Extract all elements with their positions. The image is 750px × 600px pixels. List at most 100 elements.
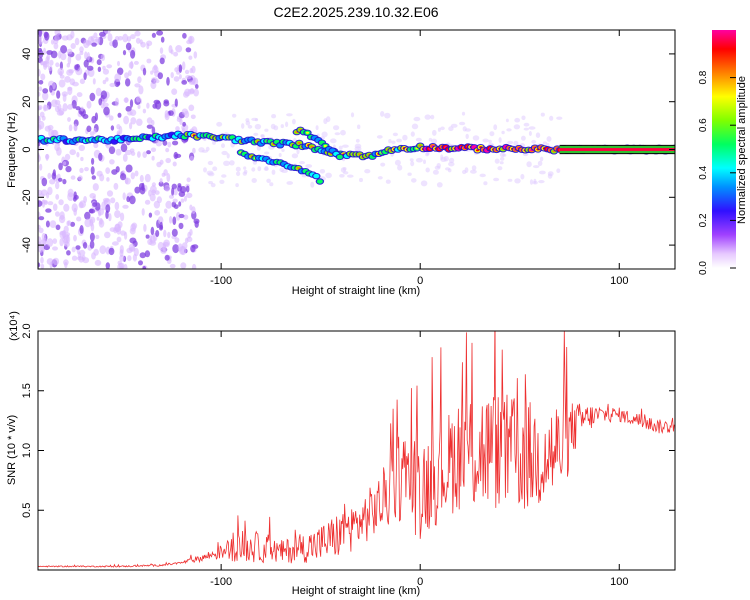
noise-blob [124,72,129,79]
noise-blob [38,36,41,44]
noise-blob [130,49,136,59]
noise-blob [108,213,112,222]
faint-spot [497,166,503,171]
noise-blob [42,91,49,101]
faint-spot [350,112,355,118]
noise-blob [156,196,162,204]
faint-spot [323,118,328,125]
noise-blob [40,61,44,66]
noise-blob [136,118,143,126]
noise-blob [47,65,53,72]
faint-spot [521,115,526,121]
faint-spot [203,167,207,173]
noise-blob [89,92,96,102]
noise-blob [172,161,177,167]
noise-blob [172,140,179,146]
noise-blob [95,234,100,240]
faint-spot [292,118,296,125]
noise-blob [178,74,182,80]
noise-blob [109,82,116,88]
noise-blob [62,178,67,185]
noise-blob [185,75,192,80]
noise-blob [102,197,110,203]
noise-blob [193,88,200,97]
faint-spot [424,114,431,120]
faint-spot [343,171,349,175]
noise-blob [165,157,171,164]
noise-blob [71,203,78,213]
noise-blob [47,172,52,179]
faint-spot [221,150,228,156]
faint-spot [500,157,505,161]
faint-spot [450,123,458,128]
faint-spot [440,126,445,131]
noise-blob [57,177,63,182]
faint-spot [549,115,554,121]
snr-xlabel: Height of straight line (km) [292,585,420,597]
noise-blob [185,185,190,193]
noise-blob [38,193,45,198]
faint-spot [537,160,543,166]
noise-blob [111,241,119,246]
noise-blob [67,86,73,91]
faint-spot [251,117,258,121]
snr-xtick-label: -100 [210,576,232,588]
noise-blob [166,173,171,182]
faint-spot [423,159,426,165]
noise-blob [134,83,141,88]
spectrogram-ytick-label: 40 [21,48,33,60]
noise-blob [107,33,113,42]
noise-blob [97,66,102,73]
noise-blob [99,217,103,225]
noise-blob [49,178,56,185]
faint-spot [325,172,332,179]
noise-blob [98,152,103,161]
faint-spot [232,113,237,118]
noise-blob [150,147,157,153]
noise-blob [166,76,170,86]
noise-blob [129,195,136,205]
faint-spot [205,146,210,152]
noise-blob [142,67,147,76]
noise-blob [42,47,47,56]
faint-spot [507,178,513,182]
colorbar-tick-label: 0.8 [698,70,709,84]
faint-spot [338,145,343,150]
noise-blob [105,262,110,269]
noise-blob [151,126,156,135]
faint-spot [538,180,545,184]
ridge-blob [313,173,320,179]
noise-blob [69,149,76,156]
noise-blob [150,185,157,194]
faint-spot [257,166,262,172]
spectrogram-ytick-label: 20 [21,96,33,108]
noise-blob [64,241,70,248]
faint-spot [251,167,256,172]
spectrogram-ytick-label: 0 [21,146,33,152]
faint-spot [556,168,561,173]
faint-spot [286,113,293,117]
noise-blob [146,58,152,64]
noise-blob [38,243,45,253]
noise-blob [125,106,132,112]
faint-spot [431,138,438,144]
colorbar-gradient [712,30,736,268]
noise-blob [38,146,42,151]
noise-blob [138,85,144,95]
snr-panel: -100 0 100 0.5 1.0 1.5 2.0 Height of straight … [6,311,676,597]
noise-blob [123,263,128,269]
noise-blob [184,195,187,202]
noise-blob [39,163,43,171]
noise-blob [38,262,41,268]
noise-blob [80,106,84,112]
snr-ylabel: SNR (10 * v/v) [6,415,18,485]
noise-blob [174,237,180,244]
noise-blob [79,51,84,56]
noise-blob [73,234,77,242]
noise-blob [180,262,187,269]
noise-blob [159,159,164,165]
ridge-blob [336,154,343,160]
noise-blob [64,153,71,161]
noise-blob [115,148,122,156]
noise-blob [142,151,147,158]
